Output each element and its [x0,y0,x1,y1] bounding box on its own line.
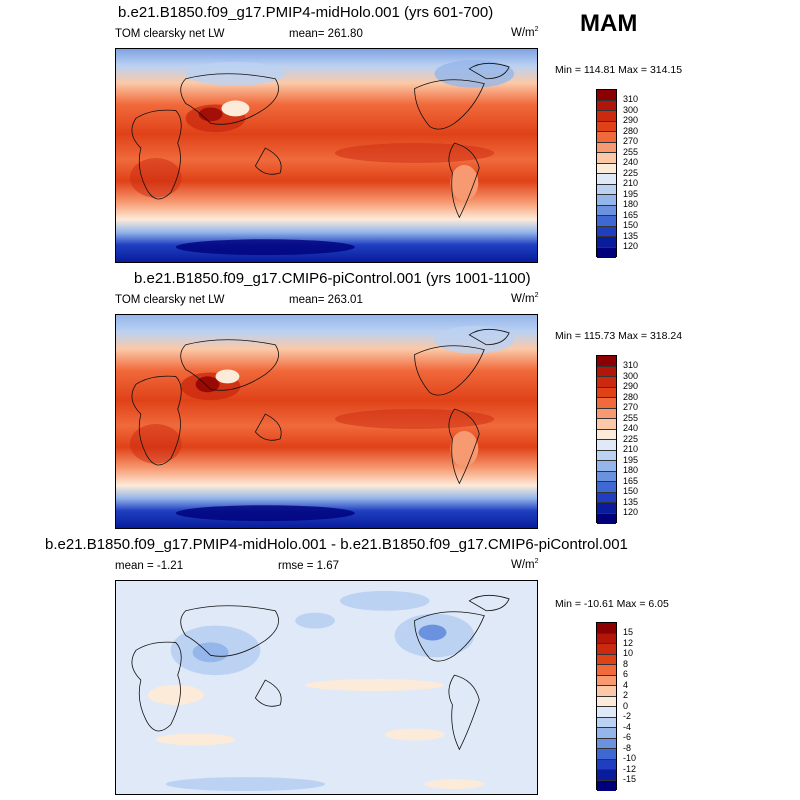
panel-3-colorbar-label: 8 [623,658,629,669]
panel-1-colorbar-label: 280 [623,125,639,136]
panel-2-title: b.e21.B1850.f09_g17.CMIP6-piControl.001 … [134,270,531,287]
panel-2-colorbar-label: 135 [623,496,639,507]
panel-3-rmse-label: rmse = 1.67 [278,560,340,572]
panel-1-colorbar-label: 165 [623,209,639,220]
panel-1-minmax-label: Min = 114.81 Max = 314.15 [555,64,683,76]
panel-3-colorbar-label: -8 [623,742,632,753]
panel-3-colorbar-label: -15 [623,774,637,784]
panel-3-mean-label: mean = -1.21 [115,560,184,572]
panel-3-colorbar-label: 15 [623,627,634,637]
season-label: MAM [580,10,638,37]
panel-3-title: b.e21.B1850.f09_g17.PMIP4-midHolo.001 - … [45,536,628,553]
panel-2-colorbar-label: 180 [623,465,639,475]
panel-1-mean-label: mean= 261.80 [289,28,363,40]
panel-1-colorbar-label: 150 [623,220,639,230]
panel-3-colorbar-label: -6 [623,732,632,742]
panel-1-colorbar-label: 255 [623,146,639,157]
panel-3-colorbar [596,622,617,791]
panel-3-colorbar-label: -10 [623,753,637,763]
panel-1-variable-label: TOM clearsky net LW [115,28,225,40]
panel-3-colorbar-label: 12 [623,637,634,648]
panel-2-variable-label: TOM clearsky net LW [115,294,225,306]
panel-3-units-label: W/m2 [511,558,539,571]
panel-2-colorbar-label: 255 [623,412,639,423]
panel-3-colorbar-label: -12 [623,763,637,774]
panel-2-colorbar-label: 210 [623,444,639,454]
panel-2-colorbar-label: 120 [623,507,639,517]
panel-2-colorbar [596,355,617,524]
panel-1-colorbar-label: 210 [623,178,639,188]
panel-2-colorbar-label: 225 [623,433,639,444]
panel-3-colorbar-label: -2 [623,711,632,721]
panel-2-colorbar-label: 240 [623,423,639,433]
panel-1-colorbar-label: 310 [623,94,639,104]
panel-2-mean-label: mean= 263.01 [289,294,363,306]
panel-2-units-label: W/m2 [511,292,539,305]
panel-2-colorbar-label: 310 [623,360,639,370]
panel-1-colorbar-label: 225 [623,167,639,178]
panel-1-colorbar-label: 300 [623,104,639,115]
panel-1-title: b.e21.B1850.f09_g17.PMIP4-midHolo.001 (y… [118,4,494,21]
panel-1-map [115,48,538,263]
panel-3-colorbar-label: 2 [623,690,629,700]
panel-2-map [115,314,538,529]
panel-3-minmax-label: Min = -10.61 Max = 6.05 [555,598,669,610]
panel-2-colorbar-label: 270 [623,402,639,412]
panel-1-colorbar-label: 290 [623,115,639,125]
panel-1-colorbar-label: 270 [623,136,639,146]
panel-2-colorbar-label: 290 [623,381,639,391]
panel-2-colorbar-label: 150 [623,486,639,496]
panel-3-colorbar-label: 0 [623,700,629,711]
panel-1-colorbar-label: 180 [623,199,639,209]
panel-3-colorbar-label: 4 [623,679,629,690]
panel-1-units-label: W/m2 [511,26,539,39]
panel-3-colorbar-label: 10 [623,648,634,658]
panel-2-minmax-label: Min = 115.73 Max = 318.24 [555,330,683,342]
panel-1-colorbar [596,89,617,258]
panel-2-colorbar-label: 195 [623,454,639,465]
panel-3-map [115,580,538,795]
panel-2-colorbar-label: 280 [623,391,639,402]
panel-1-colorbar-label: 135 [623,230,639,241]
panel-3-colorbar-label: -4 [623,721,632,732]
panel-3-colorbar-label: 6 [623,669,629,679]
panel-1-colorbar-label: 240 [623,157,639,167]
panel-1-colorbar-label: 120 [623,241,639,251]
panel-2-colorbar-label: 165 [623,475,639,486]
panel-2-colorbar-label: 300 [623,370,639,381]
panel-1-colorbar-label: 195 [623,188,639,199]
